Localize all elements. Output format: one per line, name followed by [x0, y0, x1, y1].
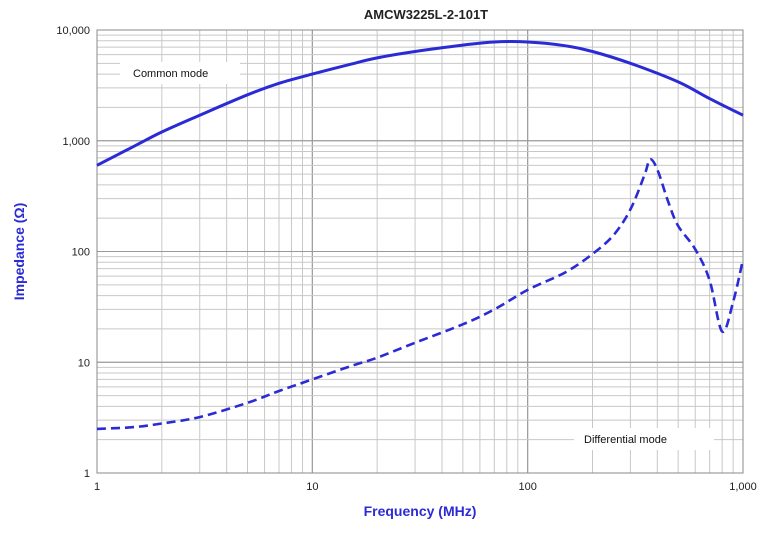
y-tick-label: 10 — [78, 357, 90, 369]
grid — [96, 29, 744, 474]
data-point — [312, 73, 314, 75]
y-tick-label: 10,000 — [56, 25, 90, 37]
data-point — [247, 402, 249, 404]
data-point — [414, 342, 416, 344]
data-point — [134, 426, 136, 428]
y-tick-label: 1 — [84, 468, 90, 480]
data-point — [349, 64, 351, 66]
annotation-differential-mode: Differential mode — [584, 434, 667, 446]
data-point — [630, 63, 632, 65]
y-tick-labels: 1 10 100 1,000 10,000 — [56, 25, 90, 480]
data-point — [376, 357, 378, 359]
plot-frame — [96, 29, 744, 474]
data-point — [161, 131, 163, 133]
data-point — [592, 253, 594, 255]
common-mode-line — [96, 40, 744, 167]
data-point — [494, 41, 496, 43]
data-point — [649, 158, 651, 160]
data-point — [312, 379, 314, 381]
data-point — [565, 45, 567, 47]
data-point — [644, 173, 646, 175]
data-point — [527, 41, 529, 43]
data-point — [527, 289, 529, 291]
data-point — [247, 94, 249, 96]
data-point — [721, 331, 723, 333]
data-point — [677, 225, 679, 227]
x-tick-label: 1 — [94, 481, 100, 493]
data-point — [742, 114, 744, 116]
x-tick-labels: 1 10 100 1,000 — [94, 481, 757, 493]
x-tick-label: 100 — [518, 481, 536, 493]
x-axis-label: Frequency (MHz) — [364, 503, 477, 519]
data-point — [709, 279, 711, 281]
data-point — [462, 44, 464, 46]
data-point — [732, 301, 734, 303]
data-point — [96, 165, 98, 167]
annotations: Common mode Differential mode — [120, 62, 714, 450]
data-point — [199, 416, 201, 418]
data-point — [694, 248, 696, 250]
y-tick-label: 1,000 — [62, 136, 90, 148]
x-tick-label: 10 — [306, 481, 318, 493]
data-point — [96, 428, 98, 430]
data-point — [278, 390, 280, 392]
data-point — [657, 169, 659, 171]
data-point — [462, 324, 464, 326]
data-point — [592, 51, 594, 53]
data-point — [199, 114, 201, 116]
chart-title: AMCW3225L-2-101T — [364, 7, 488, 22]
data-point — [278, 83, 280, 85]
series — [96, 40, 745, 431]
annotation-common-mode: Common mode — [133, 68, 208, 80]
y-axis-label: Impedance (Ω) — [11, 203, 27, 301]
data-point — [742, 259, 744, 261]
annotation-bg-common — [120, 62, 240, 84]
data-point — [349, 365, 351, 367]
x-tick-label: 1,000 — [729, 481, 757, 493]
data-point — [134, 145, 136, 147]
data-point — [613, 235, 615, 237]
differential-mode-line — [96, 157, 745, 431]
data-point — [709, 98, 711, 100]
data-point — [677, 81, 679, 83]
data-point — [565, 271, 567, 273]
data-point — [630, 209, 632, 211]
data-point — [376, 57, 378, 59]
data-point — [494, 309, 496, 311]
data-point — [668, 201, 670, 203]
annotation-bg-differential — [574, 428, 714, 450]
y-tick-label: 100 — [72, 247, 90, 259]
data-point — [161, 423, 163, 425]
data-point — [414, 51, 416, 53]
